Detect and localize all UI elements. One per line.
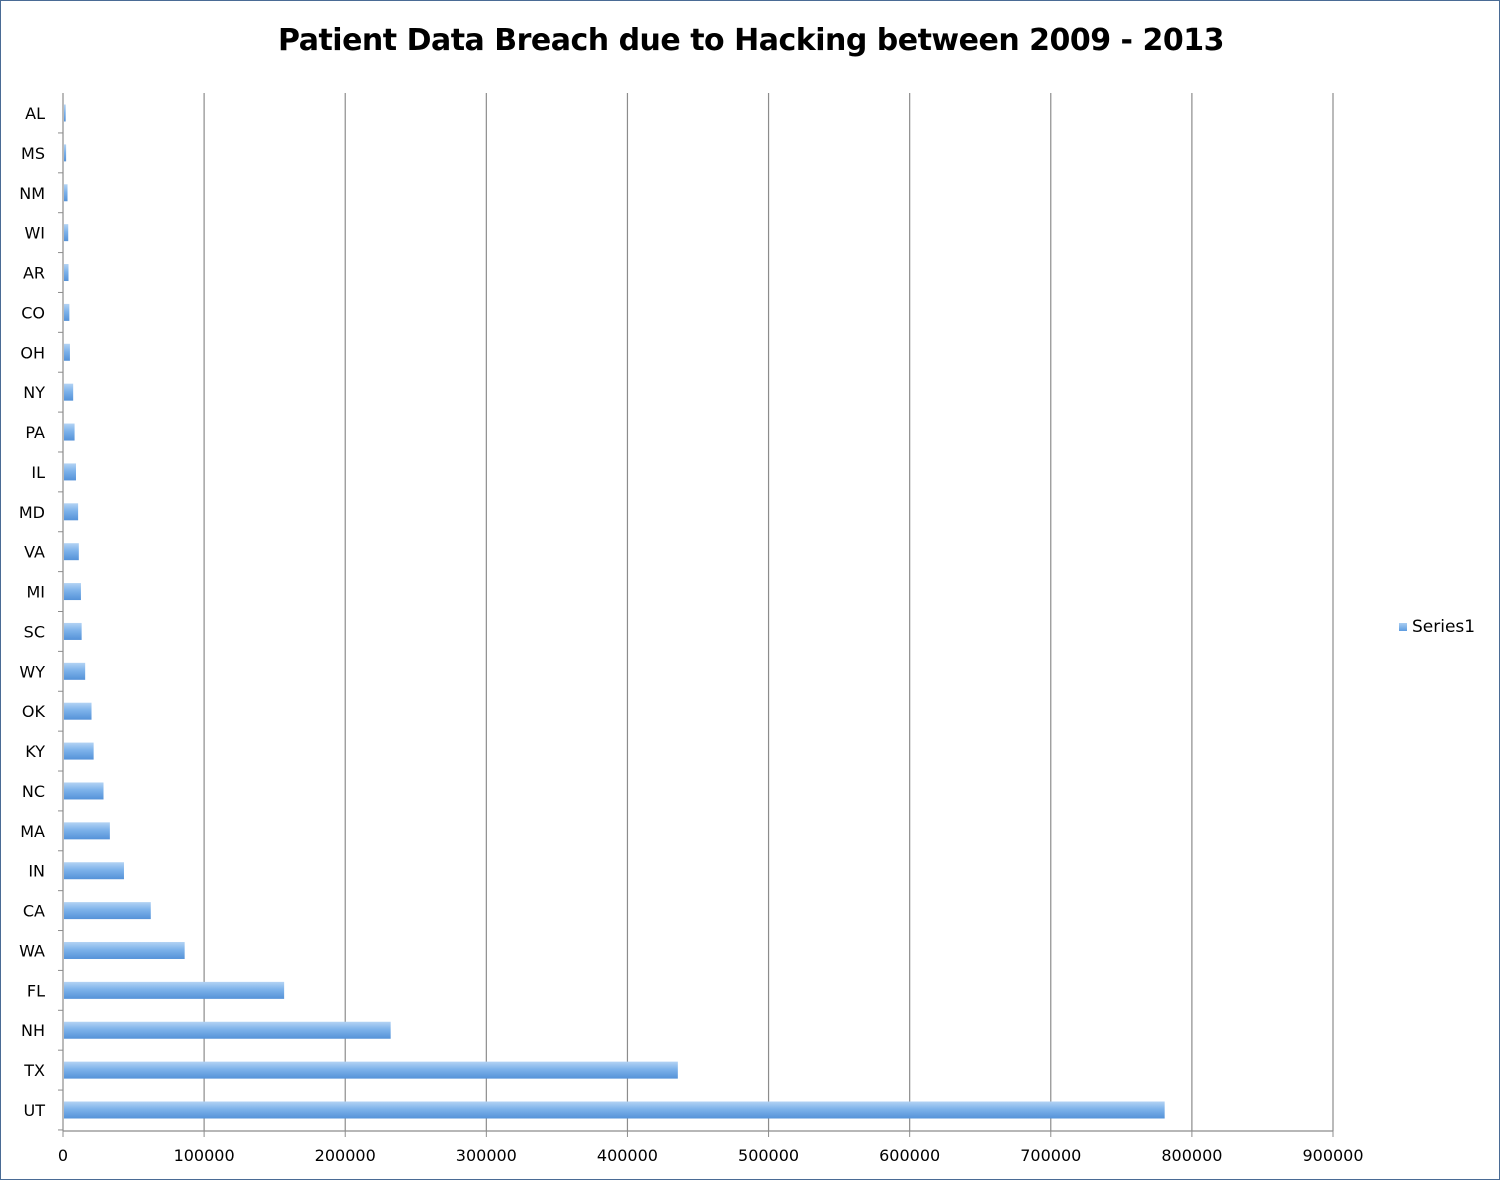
bar [64, 1101, 1165, 1119]
bar [64, 662, 86, 680]
bar [64, 1021, 391, 1039]
category-label: TX [23, 1061, 45, 1080]
category-label: IN [28, 862, 45, 881]
category-label: OH [20, 343, 45, 362]
bar [64, 981, 285, 999]
bar [64, 343, 70, 361]
x-tick-label: 600000 [879, 1146, 940, 1165]
category-label: VA [24, 543, 45, 562]
x-tick-label: 400000 [597, 1146, 658, 1165]
x-tick-label: 500000 [738, 1146, 799, 1165]
category-label: PA [25, 423, 45, 442]
bars [64, 104, 1165, 1119]
bar [64, 742, 94, 760]
bar [64, 583, 81, 601]
category-label: AL [25, 104, 45, 123]
gridlines [203, 93, 1334, 1131]
bar [64, 782, 104, 800]
category-label: SC [24, 622, 45, 641]
bar [64, 862, 124, 880]
bar [64, 822, 110, 840]
bar [64, 184, 68, 202]
x-tick-label: 100000 [174, 1146, 235, 1165]
category-label: MA [20, 822, 45, 841]
category-label: MD [19, 503, 45, 522]
bar [64, 902, 151, 920]
bar [64, 264, 69, 282]
category-label: NY [23, 383, 45, 402]
bar [64, 702, 92, 720]
category-label: OK [22, 702, 46, 721]
legend-label: Series1 [1412, 617, 1476, 637]
bar [64, 104, 66, 122]
category-label: AR [23, 264, 45, 283]
category-label: CO [21, 303, 45, 322]
chart-title: Patient Data Breach due to Hacking betwe… [278, 23, 1224, 58]
category-label: WI [24, 224, 45, 243]
bar [64, 383, 74, 401]
bar [64, 1061, 678, 1079]
legend-swatch [1399, 623, 1407, 631]
bar [64, 941, 185, 959]
category-label: IL [31, 463, 45, 482]
bar [64, 463, 76, 481]
category-labels: AL MS NM WI AR CO OH NY PA IL MD VA MI SC WY OK KY NC MA IN… [19, 104, 46, 1120]
category-label: UT [24, 1101, 46, 1120]
bar [64, 144, 67, 162]
category-label: WA [19, 941, 45, 960]
category-label: NM [19, 184, 45, 203]
x-tick-label: 800000 [1161, 1146, 1222, 1165]
bar [64, 503, 79, 521]
legend: Series1 [1399, 617, 1475, 637]
category-label: FL [27, 981, 45, 1000]
category-label: NC [22, 782, 45, 801]
x-tick-label: 900000 [1302, 1146, 1363, 1165]
category-label: WY [19, 662, 45, 681]
bar [64, 423, 75, 441]
category-label: NH [21, 1021, 45, 1040]
bar [64, 303, 70, 321]
x-tick-labels: 0 100000 200000 300000 400000 500000 600000 700… [58, 1146, 1364, 1165]
bar [64, 622, 82, 640]
axes [58, 93, 1334, 1137]
bar [64, 543, 79, 561]
x-tick-label: 300000 [456, 1146, 517, 1165]
category-label: CA [23, 902, 45, 921]
x-tick-label: 0 [58, 1146, 68, 1165]
x-tick-label: 700000 [1020, 1146, 1081, 1165]
x-tick-label: 200000 [315, 1146, 376, 1165]
category-label: MI [26, 583, 45, 602]
bar [64, 224, 69, 242]
category-label: KY [25, 742, 45, 761]
category-label: MS [21, 144, 45, 163]
